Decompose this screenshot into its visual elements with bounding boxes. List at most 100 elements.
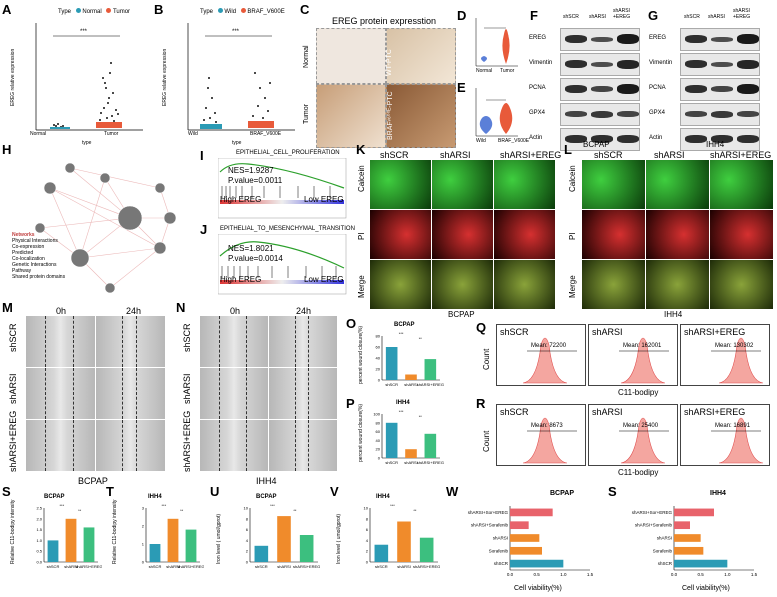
x-tick-label: shARSI <box>166 564 180 569</box>
y-tick-label: 1 <box>142 542 145 547</box>
wound-edge <box>219 368 221 419</box>
x-tick-label: shARSI+EREG <box>75 564 102 569</box>
y-tick-label: 40 <box>376 438 381 443</box>
flow-histogram: shSCR Mean: 8673 <box>496 404 586 466</box>
flow-label: shARSI+EREG <box>684 407 746 417</box>
flow-mean: Mean: 72200 <box>531 343 567 349</box>
k-image-grid <box>370 160 556 310</box>
gsea-j-low: Low EREG <box>304 275 344 284</box>
wound-edge <box>72 420 74 471</box>
panel-letter-w: W <box>446 484 459 499</box>
y-tick-label: 20 <box>376 447 381 452</box>
s2-xlabel: Cell viability(%) <box>682 585 730 592</box>
tick-b-braf: BRAF_V600E <box>250 131 282 137</box>
wound-edge <box>136 368 138 419</box>
x-tick-label: shARSI+EREG <box>417 382 444 387</box>
significance: *** <box>399 331 404 336</box>
blot-row-label: Vimentin <box>529 60 553 66</box>
ylabel-a: EREG relative expression <box>10 48 16 106</box>
x-tick-label: 0.0 <box>671 572 678 577</box>
panel-letter-c: C <box>300 2 310 17</box>
bar <box>674 508 714 517</box>
l-row1: PI <box>568 232 577 240</box>
l-row0: Calcein <box>568 165 577 192</box>
y-tick-label: 0.5 <box>36 549 42 554</box>
x-tick-label: 0.5 <box>534 572 541 577</box>
bar <box>674 521 690 530</box>
blot-row-label: PCNA <box>649 85 666 91</box>
panel-letter-v: V <box>330 484 339 499</box>
wb-g-cellline: IHH4 <box>706 140 725 149</box>
flow-mean: Mean: 162001 <box>623 343 662 349</box>
network-legend-item: Co-expression <box>12 244 45 250</box>
bar <box>47 540 59 562</box>
x-tick-label: shSCR <box>255 564 268 569</box>
significance: ** <box>419 336 423 341</box>
p-title: IHH4 <box>396 400 410 406</box>
blot-row: EREG <box>649 28 760 51</box>
bar <box>65 518 77 562</box>
bar <box>374 544 389 562</box>
fluorescence-image <box>582 160 645 209</box>
significance: *** <box>390 503 395 508</box>
gsea-i-p: P.value=0.0011 <box>228 176 283 185</box>
flow-label: shARSI <box>592 407 623 417</box>
wound-edge <box>308 420 310 471</box>
m-cellline: BCPAP <box>78 476 108 486</box>
y-tick-label: Sorafenib <box>489 548 509 553</box>
wb-f-col1: shARSI <box>589 14 606 20</box>
panel-letter-e: E <box>457 80 466 95</box>
legend-a: Type Normal Tumor <box>58 8 130 15</box>
chart-s2: 0.0 0.5 1.0 1.5 shARSI+Sor+EREG shARSI+Sorafe… <box>632 506 758 577</box>
fluorescence-image <box>494 160 555 209</box>
bar <box>299 535 314 562</box>
flow-peak <box>711 417 764 464</box>
wound-image <box>200 316 268 367</box>
significance: *** <box>161 503 166 508</box>
legend-title: Type <box>58 9 72 15</box>
wound-image <box>26 368 95 419</box>
s2-title: IHH4 <box>710 490 726 497</box>
wound-edge <box>45 420 47 471</box>
gsea-i-plot <box>218 158 347 219</box>
y-tick-label: 10 <box>364 506 369 511</box>
sig-a-label: *** <box>80 29 88 35</box>
blot-band <box>685 60 707 68</box>
fluorescence-image <box>494 260 555 309</box>
n-wound-grid <box>200 316 338 472</box>
wound-edge <box>294 420 296 471</box>
bar <box>424 359 437 380</box>
blot-row-label: Actin <box>529 135 543 141</box>
fluorescence-image <box>646 210 709 259</box>
l-col2: shARSI+EREG <box>710 150 772 160</box>
ihc-label-braf: BRAFᵛ⁶⁰⁰ᴱ-PTC <box>387 91 394 140</box>
tick-d-1: Tumor <box>500 68 515 74</box>
flow-mean: Mean: 25400 <box>623 423 659 429</box>
blot-band <box>711 135 733 143</box>
blot-row: GPX4 <box>529 103 640 126</box>
flow-label: shSCR <box>500 327 529 337</box>
ihc-row-normal: Normal <box>303 45 310 68</box>
tick-d-0: Normal <box>476 68 493 74</box>
bar <box>510 508 553 517</box>
network-legend-item: Predicted <box>12 250 34 256</box>
xlabel-a: type <box>82 140 92 146</box>
wb-g-col0: shSCR <box>684 14 700 20</box>
l-image-grid <box>582 160 774 310</box>
fluorescence-image <box>710 210 773 259</box>
l-col0: shSCR <box>594 150 623 160</box>
flow-r: shSCR Mean: 8673 shARSI Mean: 25400 shARSI+E… <box>496 404 772 466</box>
wound-edge <box>122 316 124 367</box>
legend-item: Normal <box>82 9 102 15</box>
violin-e <box>475 88 518 137</box>
gsea-j-title: EPITHELIAL_TO_MESENCHYMAL_TRANSITION <box>220 226 355 232</box>
x-tick-label: shSCR <box>149 564 162 569</box>
y-tick-label: 2 <box>366 549 369 554</box>
blot-band <box>591 135 613 143</box>
flow-peak <box>619 337 669 384</box>
bar <box>405 449 417 458</box>
flow-peak <box>522 417 577 464</box>
blot-band <box>685 135 707 143</box>
